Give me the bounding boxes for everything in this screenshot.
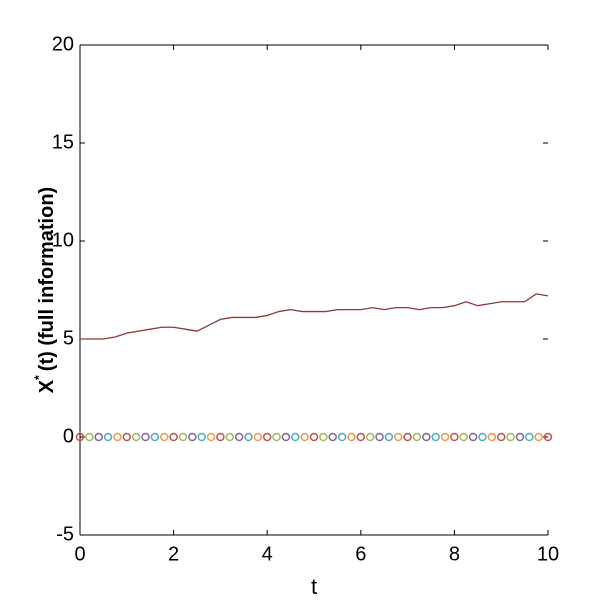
y-tick-label: 0 xyxy=(63,425,74,447)
zero-marker xyxy=(525,432,534,442)
x-tick-label: 2 xyxy=(168,543,179,565)
zero-marker xyxy=(169,432,178,442)
x-tick-label: 4 xyxy=(262,543,273,565)
zero-marker xyxy=(291,432,300,442)
y-tick-label: -5 xyxy=(56,523,74,545)
zero-marker xyxy=(113,432,122,442)
zero-marker xyxy=(440,432,450,442)
y-label-sup: * xyxy=(32,375,46,380)
zero-marker xyxy=(534,432,543,442)
zero-marker xyxy=(319,432,328,442)
zero-marker xyxy=(131,432,141,442)
zero-marker xyxy=(431,432,440,442)
zero-marker xyxy=(337,432,347,442)
x-tick-label: 10 xyxy=(537,543,559,565)
zero-marker xyxy=(515,432,525,442)
zero-marker xyxy=(412,432,422,442)
zero-marker xyxy=(262,432,272,442)
zero-marker xyxy=(94,432,103,442)
zero-marker xyxy=(309,432,319,442)
zero-marker xyxy=(253,432,263,442)
zero-marker xyxy=(206,432,216,442)
x-axis-label: t xyxy=(311,574,317,599)
zero-marker xyxy=(347,432,356,442)
zero-marker xyxy=(272,432,281,442)
zero-marker xyxy=(543,432,553,442)
zero-marker xyxy=(478,432,487,442)
y-tick-label: 5 xyxy=(63,327,74,349)
zero-marker xyxy=(403,432,412,442)
x-tick-label: 8 xyxy=(449,543,460,565)
zero-marker xyxy=(75,432,85,442)
zero-marker xyxy=(234,432,244,442)
y-tick-label: 20 xyxy=(52,33,74,55)
zero-marker xyxy=(281,432,291,442)
zero-marker xyxy=(216,432,225,442)
zero-marker xyxy=(150,432,160,442)
zero-marker xyxy=(244,432,253,442)
x-tick-label: 0 xyxy=(74,543,85,565)
zero-marker xyxy=(141,432,150,442)
zero-marker xyxy=(159,432,169,442)
zero-marker xyxy=(496,432,506,442)
zero-marker xyxy=(375,432,384,442)
zero-marker xyxy=(225,432,235,442)
zero-marker xyxy=(459,432,469,442)
zero-marker xyxy=(450,432,459,442)
y-tick-label: 15 xyxy=(52,131,74,153)
zero-marker xyxy=(103,432,113,442)
zero-marker xyxy=(122,432,132,442)
zero-marker xyxy=(487,432,497,442)
zero-marker xyxy=(188,432,197,442)
zero-marker xyxy=(365,432,375,442)
zero-marker xyxy=(356,432,366,442)
zero-marker xyxy=(328,432,337,442)
y-label-rest: (t) (full information) xyxy=(36,187,58,371)
zero-marker xyxy=(506,432,515,442)
y-axis-label: X* (t) (full information) xyxy=(32,187,58,393)
x-tick-label: 6 xyxy=(355,543,366,565)
zero-marker xyxy=(178,432,188,442)
zero-marker xyxy=(197,432,206,442)
y-tick-label: 10 xyxy=(52,229,74,251)
y-label-base: X xyxy=(36,379,58,393)
zero-marker xyxy=(468,432,478,442)
zero-marker xyxy=(393,432,403,442)
zero-marker xyxy=(300,432,309,442)
zero-marker xyxy=(384,432,394,442)
zero-marker xyxy=(85,432,94,442)
data-line xyxy=(80,293,549,340)
zero-marker xyxy=(422,432,431,442)
